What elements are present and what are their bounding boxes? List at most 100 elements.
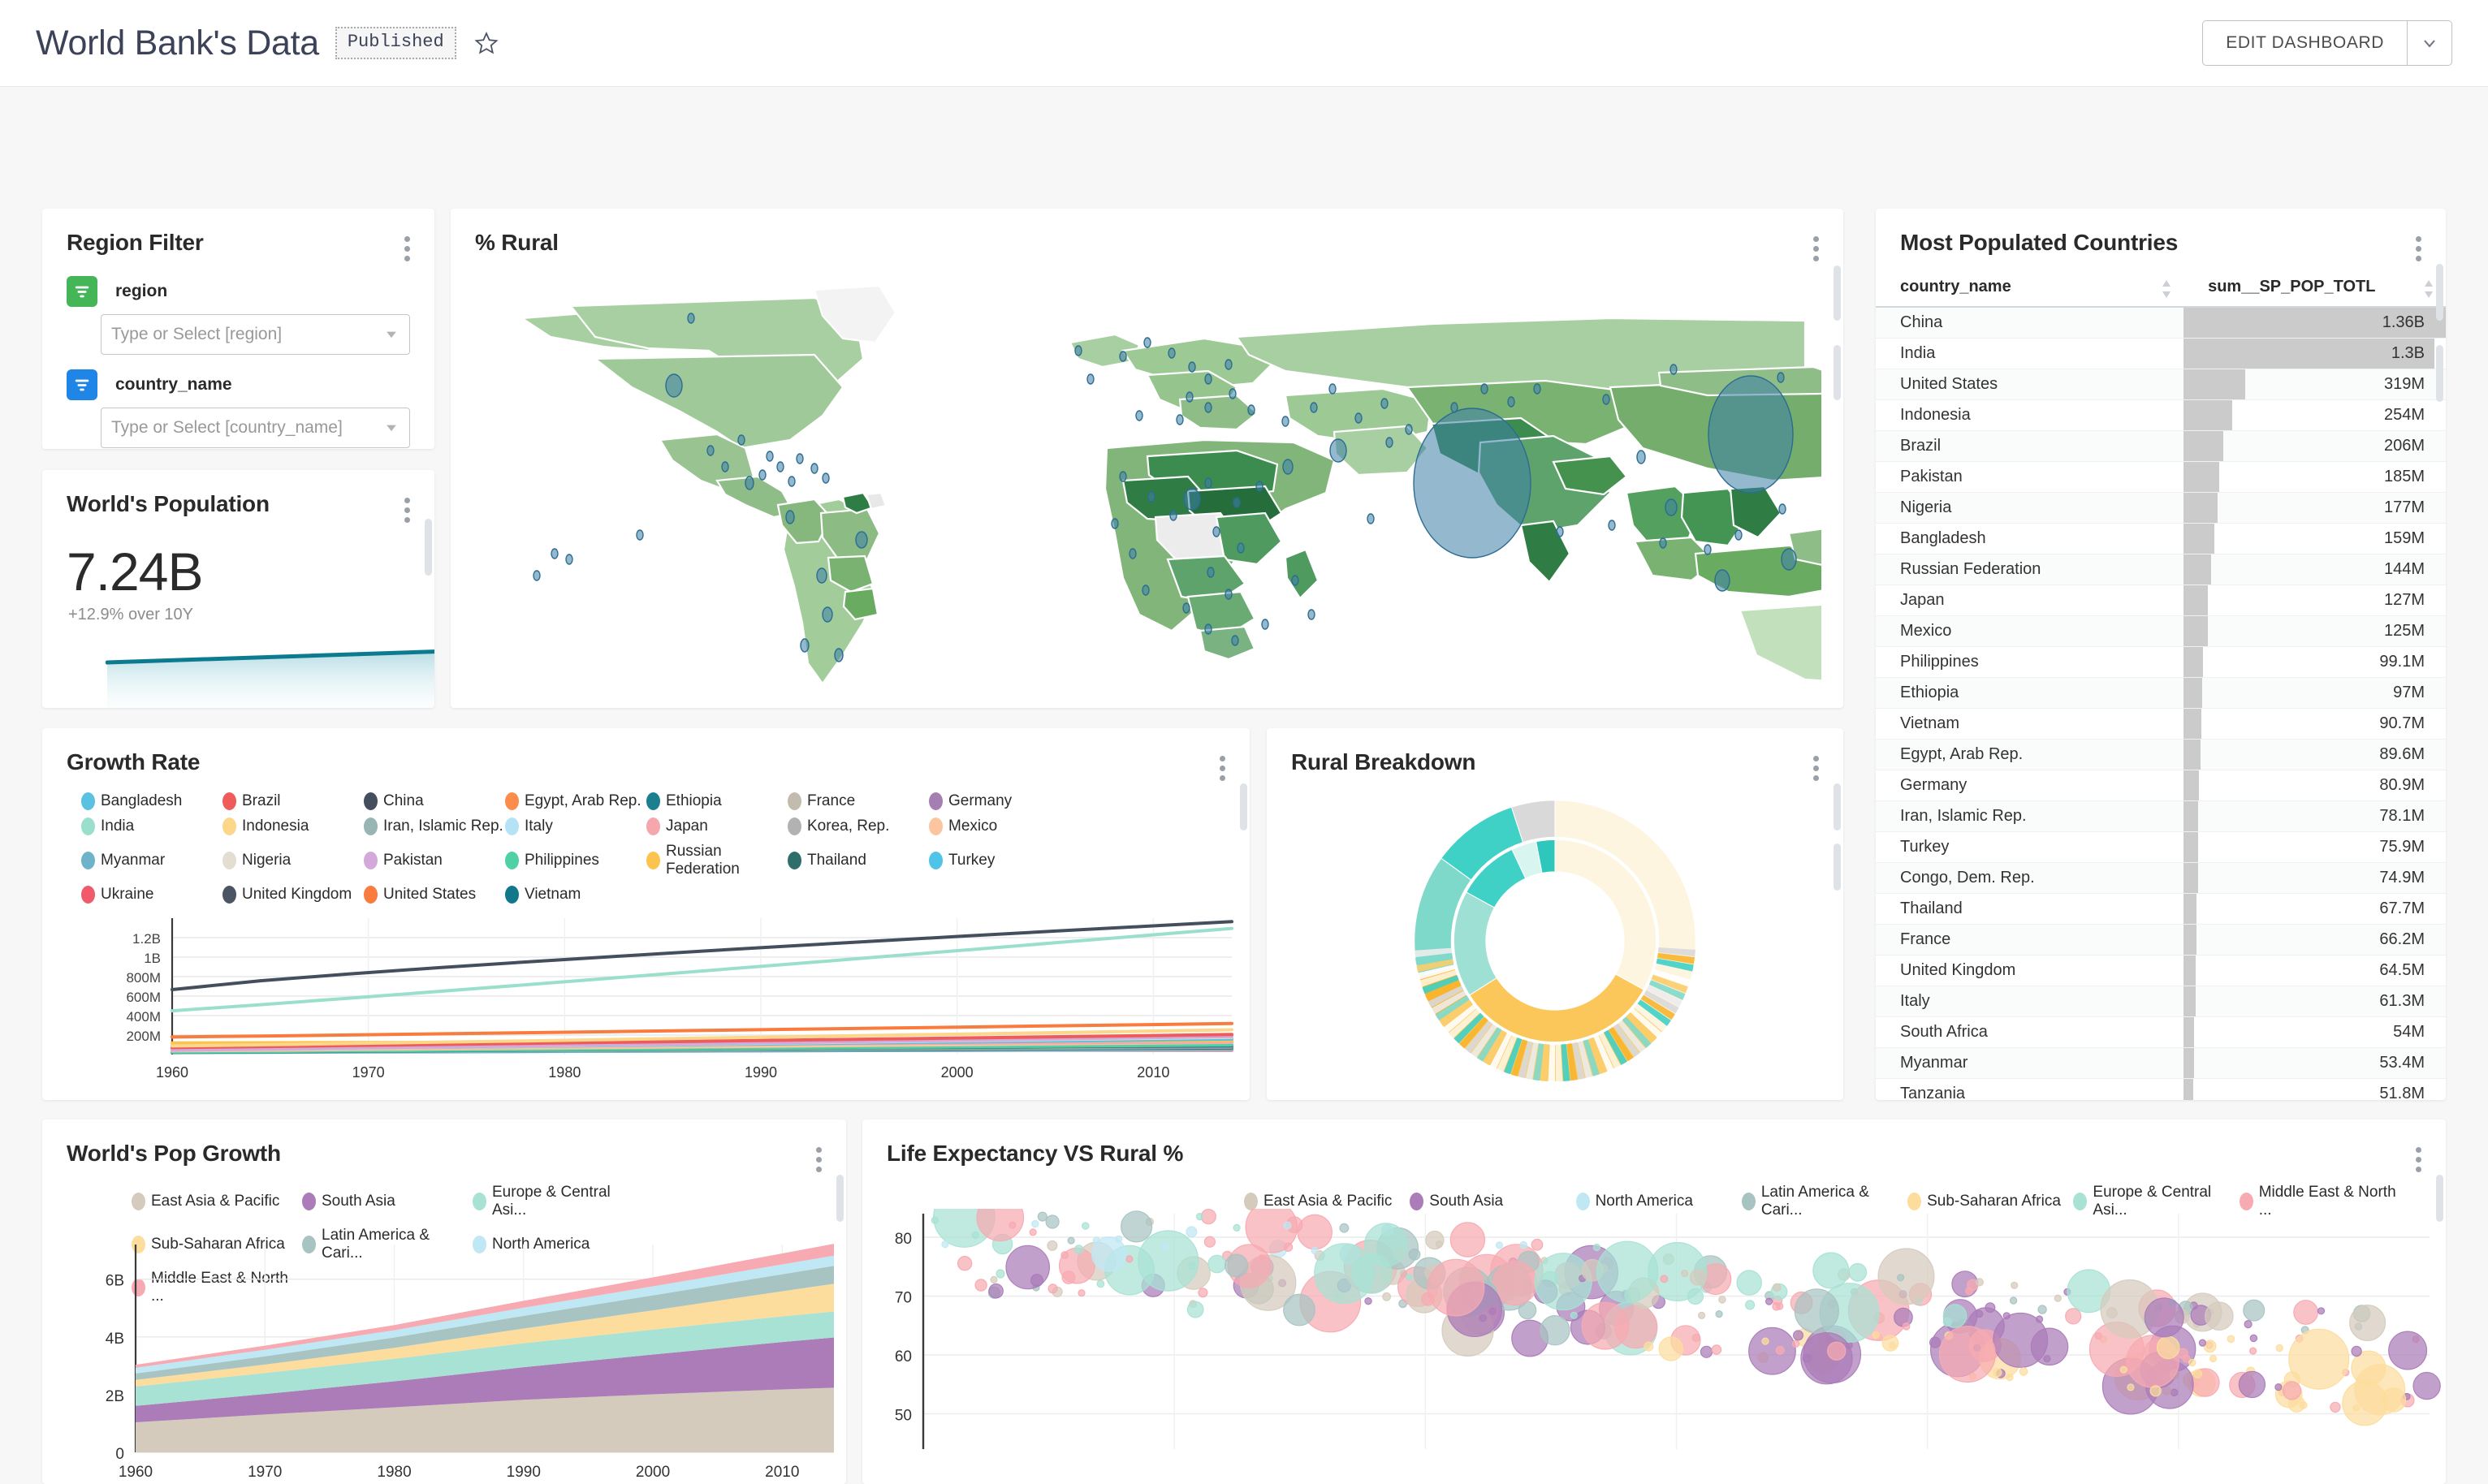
sunburst-slice[interactable] bbox=[1593, 1035, 1614, 1072]
scatter-bubble[interactable] bbox=[2019, 1367, 2028, 1376]
scrollbar-thumb[interactable] bbox=[1834, 783, 1841, 830]
scatter-bubble[interactable] bbox=[1792, 1330, 1803, 1341]
scatter-bubble[interactable] bbox=[1283, 1242, 1294, 1252]
scatter-bubble[interactable] bbox=[1283, 1293, 1315, 1327]
scatter-bubble[interactable] bbox=[1794, 1288, 1839, 1334]
legend-item[interactable]: South Asia bbox=[1410, 1184, 1575, 1219]
legend-item[interactable]: Brazil bbox=[222, 792, 364, 810]
scatter-bubble[interactable] bbox=[2274, 1383, 2283, 1391]
sunburst-slice[interactable] bbox=[1533, 1043, 1544, 1081]
sunburst-slice[interactable] bbox=[1604, 1029, 1627, 1065]
sunburst-slice[interactable] bbox=[1555, 1044, 1563, 1082]
table-row[interactable]: Ethiopia 97M bbox=[1876, 677, 2446, 709]
scatter-bubble[interactable] bbox=[1283, 1221, 1292, 1230]
legend-item[interactable]: Myanmar bbox=[81, 843, 222, 878]
sunburst-slice[interactable] bbox=[1504, 1037, 1523, 1075]
scatter-bubble[interactable] bbox=[974, 1279, 987, 1292]
area-series[interactable] bbox=[136, 1387, 834, 1452]
scatter-bubble[interactable] bbox=[1715, 1310, 1723, 1318]
kebab-menu-icon[interactable] bbox=[1813, 230, 1819, 261]
rural-breakdown-sunburst[interactable] bbox=[1356, 787, 1754, 1095]
scatter-bubble[interactable] bbox=[1776, 1302, 1784, 1310]
scatter-bubble[interactable] bbox=[1009, 1221, 1017, 1229]
scatter-bubble[interactable] bbox=[2227, 1335, 2235, 1344]
sunburst-slice[interactable] bbox=[1469, 973, 1644, 1043]
sunburst-slice[interactable] bbox=[1510, 1039, 1528, 1077]
scatter-bubble[interactable] bbox=[1791, 1339, 1800, 1348]
sunburst-slice[interactable] bbox=[1490, 1033, 1512, 1069]
scatter-bubble[interactable] bbox=[1581, 1301, 1630, 1350]
sunburst-slice[interactable] bbox=[1444, 1004, 1477, 1033]
scatter-bubble[interactable] bbox=[1896, 1274, 1905, 1282]
sunburst-slice[interactable] bbox=[1572, 1042, 1586, 1080]
kebab-menu-icon[interactable] bbox=[404, 491, 410, 523]
sunburst-slice[interactable] bbox=[1598, 1032, 1621, 1069]
scatter-bubble[interactable] bbox=[990, 1275, 998, 1284]
sunburst-slice[interactable] bbox=[1554, 839, 1657, 990]
table-row[interactable]: Egypt, Arab Rep. 89.6M bbox=[1876, 739, 2446, 770]
scatter-bubble[interactable] bbox=[996, 1269, 1005, 1279]
sunburst-slice[interactable] bbox=[1536, 839, 1556, 874]
star-icon[interactable] bbox=[474, 31, 499, 55]
table-row[interactable]: France 66.2M bbox=[1876, 924, 2446, 956]
sunburst-slice[interactable] bbox=[1657, 952, 1695, 964]
scatter-bubble[interactable] bbox=[1225, 1253, 1249, 1278]
sunburst-slice[interactable] bbox=[1453, 891, 1497, 996]
kebab-menu-icon[interactable] bbox=[1813, 749, 1819, 781]
table-row[interactable]: Germany 80.9M bbox=[1876, 770, 2446, 801]
sunburst-slice[interactable] bbox=[1428, 985, 1464, 1008]
sunburst-slice[interactable] bbox=[1453, 1012, 1484, 1044]
legend-item[interactable]: Ukraine bbox=[81, 886, 222, 904]
sunburst-slice[interactable] bbox=[1648, 980, 1686, 1000]
scatter-bubble[interactable] bbox=[1037, 1211, 1047, 1222]
scrollbar-thumb-secondary[interactable] bbox=[2436, 345, 2443, 402]
kebab-menu-icon[interactable] bbox=[404, 230, 410, 261]
scatter-bubble[interactable] bbox=[1964, 1287, 1974, 1296]
table-row[interactable]: Thailand 67.7M bbox=[1876, 893, 2446, 925]
scatter-bubble[interactable] bbox=[2037, 1305, 2047, 1314]
growth-rate-line-chart[interactable]: 200M 400M 600M 800M 1B 1.2B 1960 1970 1980 1990 20… bbox=[42, 910, 1250, 1100]
table-row[interactable]: Italy 61.3M bbox=[1876, 986, 2446, 1017]
scatter-bubble[interactable] bbox=[1877, 1248, 1935, 1305]
scatter-bubble[interactable] bbox=[1160, 1243, 1168, 1251]
world-choropleth-map[interactable] bbox=[473, 274, 1821, 696]
legend-item[interactable]: United States bbox=[364, 886, 505, 904]
scatter-bubble[interactable] bbox=[941, 1240, 949, 1249]
table-row[interactable]: Brazil 206M bbox=[1876, 430, 2446, 462]
legend-item[interactable]: Latin America & Cari... bbox=[302, 1227, 473, 1262]
scatter-bubble[interactable] bbox=[1382, 1292, 1391, 1301]
region-select[interactable]: Type or Select [region] bbox=[101, 314, 410, 355]
scatter-bubble[interactable] bbox=[976, 1209, 1025, 1242]
kebab-menu-icon[interactable] bbox=[816, 1141, 822, 1172]
scatter-bubble[interactable] bbox=[1258, 1254, 1266, 1262]
scatter-bubble[interactable] bbox=[2412, 1371, 2441, 1400]
sunburst-slice[interactable] bbox=[1652, 969, 1691, 986]
sunburst-slice[interactable] bbox=[1657, 947, 1695, 957]
column-header-sum-sp-pop-totl[interactable]: sum__SP_POP_TOTL bbox=[2183, 274, 2446, 308]
scatter-bubble[interactable] bbox=[1680, 1269, 1689, 1278]
scatter-bubble[interactable] bbox=[1067, 1236, 1075, 1245]
legend-item[interactable]: Russian Federation bbox=[646, 843, 788, 878]
country-name-select[interactable]: Type or Select [country_name] bbox=[101, 408, 410, 448]
scatter-bubble[interactable] bbox=[1082, 1222, 1090, 1230]
sunburst-slice[interactable] bbox=[1618, 1020, 1646, 1053]
scatter-bubble[interactable] bbox=[1005, 1245, 1051, 1290]
scatter-bubble[interactable] bbox=[2282, 1381, 2302, 1400]
scatter-bubble[interactable] bbox=[1449, 1222, 1486, 1258]
scatter-bubble[interactable] bbox=[2002, 1312, 2011, 1320]
sunburst-slice[interactable] bbox=[1548, 1044, 1555, 1082]
legend-item[interactable]: China bbox=[364, 792, 505, 810]
sunburst-slice[interactable] bbox=[1424, 980, 1462, 1001]
legend-item[interactable]: Thailand bbox=[788, 843, 929, 878]
scatter-bubble[interactable] bbox=[1744, 1300, 1756, 1310]
scatter-bubble[interactable] bbox=[1186, 1301, 1204, 1318]
scatter-bubble[interactable] bbox=[1902, 1322, 1911, 1331]
sunburst-slice[interactable] bbox=[1431, 990, 1466, 1015]
scatter-bubble[interactable] bbox=[1975, 1309, 1984, 1318]
scatter-bubble[interactable] bbox=[1425, 1230, 1445, 1250]
table-row[interactable]: Pakistan 185M bbox=[1876, 461, 2446, 493]
area-series[interactable] bbox=[136, 1311, 834, 1406]
scatter-bubble[interactable] bbox=[1047, 1283, 1058, 1294]
sunburst-slice[interactable] bbox=[1634, 1003, 1667, 1033]
scatter-bubble[interactable] bbox=[1540, 1314, 1570, 1346]
